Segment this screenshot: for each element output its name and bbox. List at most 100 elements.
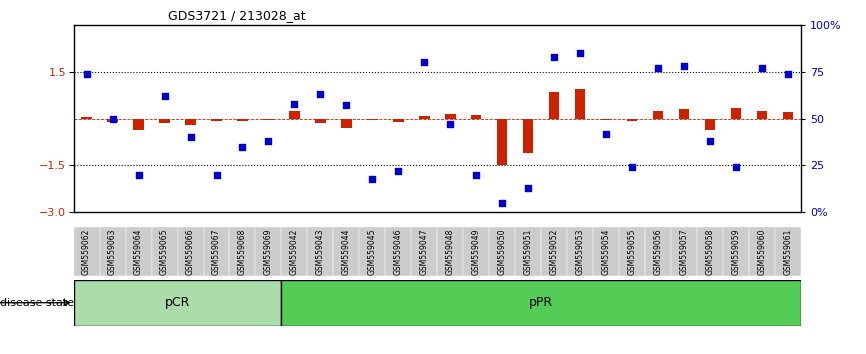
Bar	[159, 119, 170, 123]
Text: GSM559051: GSM559051	[524, 228, 533, 275]
Bar	[497, 119, 507, 166]
Point	[443, 121, 457, 127]
Bar	[437, 227, 463, 276]
Bar	[783, 112, 793, 119]
Text: GDS3721 / 213028_at: GDS3721 / 213028_at	[168, 9, 306, 22]
Text: GSM559043: GSM559043	[316, 228, 325, 275]
Text: GSM559062: GSM559062	[82, 228, 91, 275]
Bar	[549, 92, 559, 119]
Bar	[107, 119, 118, 122]
Point	[703, 138, 717, 144]
Point	[158, 93, 171, 99]
Point	[677, 63, 691, 69]
Text: GSM559054: GSM559054	[602, 228, 611, 275]
Bar	[263, 119, 274, 120]
Bar	[133, 119, 144, 130]
Point	[573, 50, 587, 56]
Bar	[100, 227, 126, 276]
Bar	[671, 227, 697, 276]
Text: disease state: disease state	[0, 298, 74, 308]
Bar	[411, 227, 437, 276]
Bar	[307, 227, 333, 276]
Point	[313, 91, 327, 97]
Text: GSM559047: GSM559047	[420, 228, 429, 275]
Point	[599, 131, 613, 136]
Point	[262, 138, 275, 144]
Bar	[645, 227, 671, 276]
Text: GSM559065: GSM559065	[160, 228, 169, 275]
Text: GSM559055: GSM559055	[628, 228, 637, 275]
Point	[106, 116, 120, 121]
Point	[781, 71, 795, 76]
Bar	[723, 227, 749, 276]
Point	[495, 200, 509, 206]
Text: GSM559056: GSM559056	[654, 228, 662, 275]
Point	[132, 172, 145, 178]
Point	[417, 59, 431, 65]
Bar	[419, 116, 430, 119]
Point	[210, 172, 223, 178]
Text: GSM559067: GSM559067	[212, 228, 221, 275]
Text: GSM559049: GSM559049	[472, 228, 481, 275]
Bar	[697, 227, 723, 276]
Bar	[593, 227, 619, 276]
Point	[288, 101, 301, 107]
Text: GSM559059: GSM559059	[732, 228, 740, 275]
Bar	[679, 109, 689, 119]
Bar	[705, 119, 715, 130]
Bar	[281, 227, 307, 276]
Text: GSM559068: GSM559068	[238, 228, 247, 275]
Text: GSM559042: GSM559042	[290, 228, 299, 275]
Text: GSM559052: GSM559052	[550, 228, 559, 275]
Bar	[229, 227, 255, 276]
Bar	[619, 227, 645, 276]
Bar	[523, 119, 533, 153]
Bar	[281, 280, 801, 326]
Text: GSM559058: GSM559058	[706, 228, 714, 275]
Bar	[749, 227, 775, 276]
Point	[365, 176, 379, 182]
Point	[547, 54, 561, 59]
Text: pCR: pCR	[165, 296, 191, 309]
Bar	[126, 227, 152, 276]
Text: pPR: pPR	[529, 296, 553, 309]
Bar	[515, 227, 541, 276]
Bar	[471, 115, 481, 119]
Bar	[489, 227, 515, 276]
Bar	[575, 89, 585, 119]
Bar	[385, 227, 411, 276]
Bar	[627, 119, 637, 121]
Bar	[237, 119, 248, 121]
Bar	[445, 114, 456, 119]
Point	[391, 168, 405, 174]
Text: GSM559044: GSM559044	[342, 228, 351, 275]
Text: GSM559048: GSM559048	[446, 228, 455, 275]
Bar	[255, 227, 281, 276]
Point	[236, 144, 249, 149]
Text: GSM559050: GSM559050	[498, 228, 507, 275]
Bar	[367, 119, 378, 120]
Point	[651, 65, 665, 71]
Bar	[463, 227, 489, 276]
Point	[625, 165, 639, 170]
Text: GSM559069: GSM559069	[264, 228, 273, 275]
Bar	[211, 119, 222, 121]
Point	[339, 103, 353, 108]
Bar	[567, 227, 593, 276]
Bar	[541, 227, 567, 276]
Bar	[74, 227, 100, 276]
Legend: transformed count, percentile rank within the sample: transformed count, percentile rank withi…	[79, 296, 281, 319]
Bar	[601, 119, 611, 120]
Bar	[757, 111, 767, 119]
Bar	[315, 119, 326, 123]
Text: GSM559053: GSM559053	[576, 228, 585, 275]
Bar	[775, 227, 801, 276]
Point	[521, 185, 535, 191]
Bar	[341, 119, 352, 128]
Bar	[178, 227, 204, 276]
Point	[184, 135, 197, 140]
Point	[755, 65, 769, 71]
Bar	[81, 117, 92, 119]
Bar	[204, 227, 229, 276]
Text: GSM559057: GSM559057	[680, 228, 688, 275]
